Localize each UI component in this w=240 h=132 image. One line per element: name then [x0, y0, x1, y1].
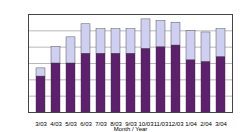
svg-text:8/03: 8/03 [110, 120, 122, 127]
svg-text:Month / Year: Month / Year [114, 126, 148, 132]
svg-text:6/03: 6/03 [80, 121, 92, 127]
svg-text:12/03: 12/03 [168, 121, 184, 127]
svg-text:5/03: 5/03 [65, 121, 77, 127]
svg-text:3/04: 3/04 [215, 121, 227, 127]
html-text:9/03 10/03: 9/03 10/03 [125, 120, 154, 127]
svg-text:4/03: 4/03 [50, 121, 62, 127]
svg-text:11/03: 11/03 [154, 121, 169, 127]
svg-text:2/04: 2/04 [200, 121, 212, 127]
svg-text:1/04: 1/04 [185, 121, 197, 127]
svg-text:7/03: 7/03 [95, 121, 107, 127]
svg-text:3/03: 3/03 [35, 121, 47, 127]
